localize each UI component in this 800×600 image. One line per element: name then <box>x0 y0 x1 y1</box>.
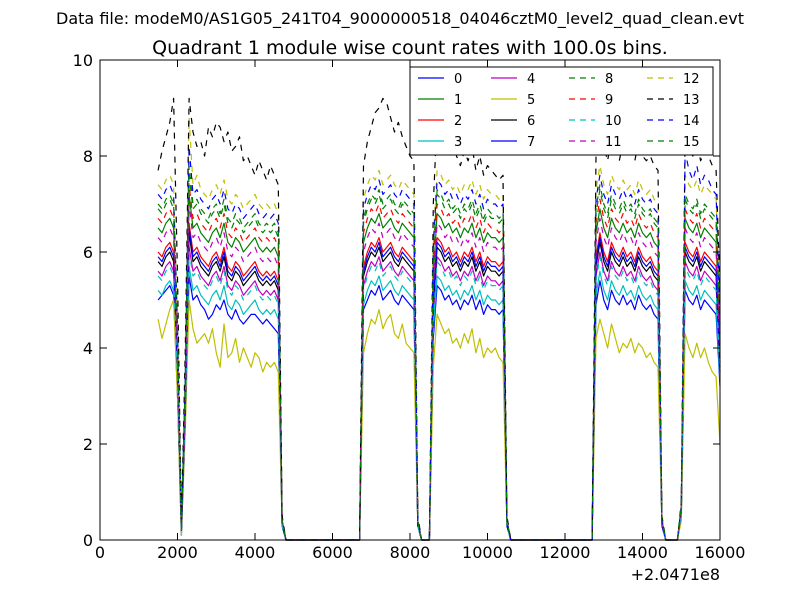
legend-label-7: 7 <box>527 135 535 150</box>
legend-label-0: 0 <box>454 72 462 87</box>
series-line-0 <box>157 275 721 541</box>
legend-label-14: 14 <box>683 114 700 129</box>
x-tick-label: 6000 <box>312 543 353 562</box>
legend-label-1: 1 <box>454 93 462 108</box>
x-tick-label: 8000 <box>390 543 431 562</box>
x-tick-label: 14000 <box>617 543 668 562</box>
series-line-4 <box>157 246 721 541</box>
y-tick-label: 8 <box>83 147 93 166</box>
legend-label-9: 9 <box>605 93 613 108</box>
series-line-8 <box>157 174 721 541</box>
y-tick-label: 0 <box>83 531 93 550</box>
x-tick-label: 10000 <box>462 543 513 562</box>
x-tick-label: 4000 <box>235 543 276 562</box>
series-line-10 <box>157 251 721 541</box>
series-line-9 <box>157 184 721 541</box>
x-offset-label: +2.0471e8 <box>631 565 720 584</box>
legend-label-3: 3 <box>454 135 462 150</box>
series-line-3 <box>157 265 721 541</box>
plot-frame <box>99 59 721 541</box>
series-line-2 <box>157 222 721 541</box>
x-tick-label: 0 <box>95 543 105 562</box>
legend-label-5: 5 <box>527 93 535 108</box>
tick-layer: 0 2000 4000 6000 8000 10000 12000 14000 16000 0 2 4… <box>73 51 746 562</box>
legend-label-11: 11 <box>605 135 622 150</box>
series-line-14 <box>157 145 721 541</box>
x-tick-label: 12000 <box>540 543 591 562</box>
x-tick-label: 16000 <box>695 543 746 562</box>
series-layer <box>157 97 721 541</box>
y-tick-label: 2 <box>83 435 93 454</box>
y-tick-label: 4 <box>83 339 93 358</box>
legend-label-15: 15 <box>683 135 700 150</box>
legend-label-2: 2 <box>454 114 462 129</box>
legend-box <box>409 66 714 156</box>
x-tick-label: 2000 <box>157 543 198 562</box>
y-tick-label: 6 <box>83 243 93 262</box>
chart-title: Quadrant 1 module wise count rates with … <box>152 37 668 59</box>
series-line-1 <box>157 193 721 541</box>
legend-label-12: 12 <box>683 72 700 87</box>
legend-label-13: 13 <box>683 93 700 108</box>
legend-label-8: 8 <box>605 72 613 87</box>
data-file-suptitle: Data file: modeM0/AS1G05_241T04_90000005… <box>56 9 744 29</box>
series-line-7 <box>157 227 721 541</box>
legend-label-4: 4 <box>527 72 535 87</box>
legend-label-6: 6 <box>527 114 535 129</box>
y-tick-label: 10 <box>73 51 93 70</box>
series-line-6 <box>157 232 721 541</box>
series-line-11 <box>157 203 721 541</box>
legend-label-10: 10 <box>605 114 622 129</box>
series-line-5 <box>157 299 721 541</box>
